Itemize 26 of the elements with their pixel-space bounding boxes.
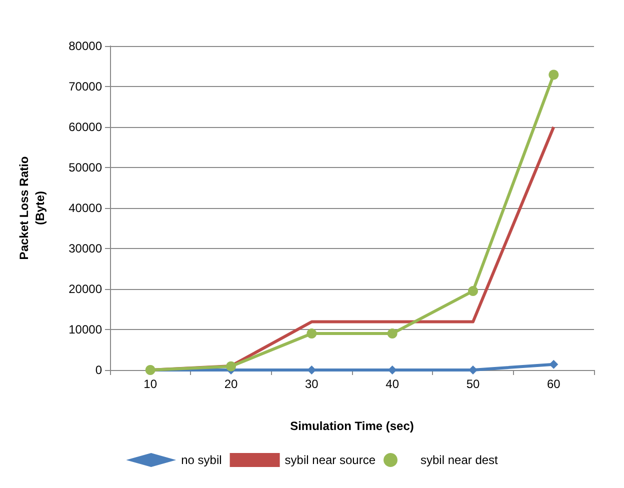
y-tick-label: 0 — [95, 363, 102, 377]
y-tick-label: 10000 — [68, 322, 102, 336]
y-tick-label: 60000 — [68, 120, 102, 134]
legend-label: no sybil — [181, 453, 222, 467]
point — [468, 286, 478, 296]
x-tick-label: 20 — [224, 377, 238, 391]
y-tick-label: 70000 — [68, 80, 102, 94]
point — [226, 361, 236, 372]
x-axis-title: Simulation Time (sec) — [290, 419, 414, 433]
y-tick-label: 40000 — [68, 201, 102, 215]
x-tick-label: 50 — [466, 377, 480, 391]
y-tick-label: 50000 — [68, 160, 102, 174]
point — [306, 328, 317, 339]
y-axis-title: Packet Loss Ratio (Byte) — [17, 156, 47, 260]
point — [549, 360, 558, 369]
point — [387, 328, 398, 339]
y-tick-label: 30000 — [68, 242, 102, 256]
y-tick-label: 20000 — [68, 282, 102, 296]
x-tick-label: 10 — [144, 377, 158, 391]
y-tick-label: 80000 — [68, 39, 102, 53]
x-tick-label: 60 — [546, 377, 561, 391]
x-tick-label: 40 — [386, 377, 400, 391]
legend-label: sybil near source — [284, 453, 376, 467]
x-tick-label: 30 — [304, 377, 319, 391]
legend-label: sybil near dest — [420, 453, 499, 467]
point — [548, 70, 559, 80]
